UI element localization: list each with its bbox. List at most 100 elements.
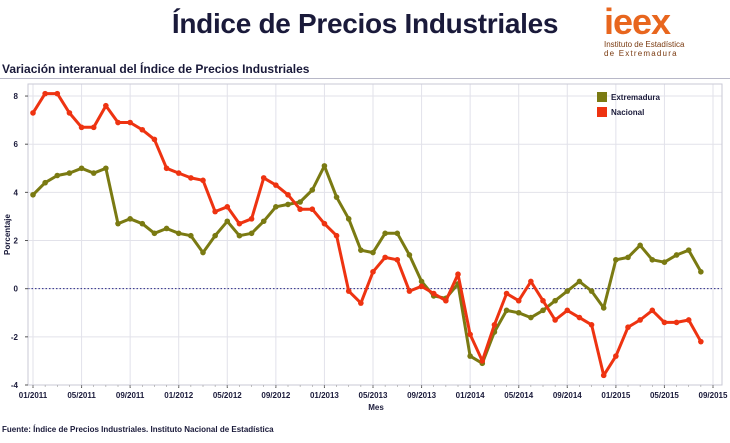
data-point-nacional [333,232,340,239]
data-point-nacional [358,300,364,306]
data-point-nacional [491,322,498,328]
data-point-nacional [394,256,401,263]
data-point-extremadura [42,179,48,186]
x-tick-label: 01/2014 [456,391,485,400]
source-note: Fuente: Índice de Precios Industriales. … [2,425,274,434]
data-point-extremadura [139,220,146,227]
data-point-nacional [260,175,267,181]
legend-swatch-nacional [597,107,607,117]
data-point-nacional [103,102,109,109]
line-chart: -4 -2 0 2 4 6 8 01/2011 05/2011 09/2011 01/2012 05/… [3,83,728,412]
data-point-extremadura [309,187,316,193]
x-axis-label: Mes [368,403,384,412]
data-point-extremadura [698,269,704,275]
data-point-extremadura [588,288,595,294]
data-point-extremadura [625,254,631,261]
data-point-nacional [503,290,510,297]
x-tick-label: 09/2014 [553,391,582,400]
data-point-nacional [115,119,121,126]
data-point-extremadura [515,309,522,316]
legend-label-extremadura: Extremadura [611,93,660,102]
legend: Extremadura Nacional [597,92,660,117]
data-point-nacional [200,177,206,184]
x-tick-label: 01/2015 [601,391,630,400]
data-point-nacional [588,322,595,328]
data-point-nacional [649,307,656,314]
data-point-nacional [455,271,461,278]
data-point-nacional [30,110,36,116]
data-point-nacional [188,175,194,181]
data-point-extremadura [370,249,376,256]
x-tick-label: 05/2011 [67,391,96,400]
data-point-extremadura [576,278,583,285]
data-point-nacional [576,314,583,321]
data-point-extremadura [467,353,473,359]
data-point-extremadura [188,232,194,239]
x-tick-label: 01/2012 [164,391,193,400]
data-point-nacional [151,136,158,143]
page-title: Índice de Precios Industriales [171,8,559,39]
data-point-extremadura [224,218,231,225]
data-point-nacional [163,165,170,172]
data-point-extremadura [248,230,255,237]
data-point-nacional [673,319,680,326]
series [30,90,704,379]
data-point-nacional [600,372,607,379]
y-tick-label: -2 [11,333,19,342]
data-point-nacional [467,331,473,338]
data-point-extremadura [406,252,413,258]
x-tick-label: 09/2012 [261,391,290,400]
y-tick-label: 0 [14,285,19,294]
legend-label-nacional: Nacional [611,108,644,117]
data-point-extremadura [552,297,558,304]
logo-mark: ieex [604,1,671,42]
data-point-extremadura [297,199,303,205]
data-point-nacional [236,220,243,227]
y-tick-label: 8 [14,92,19,101]
data-point-nacional [698,338,704,345]
data-point-extremadura [66,170,73,176]
data-point-extremadura [285,201,291,208]
data-point-nacional [90,124,97,131]
data-point-extremadura [564,288,571,294]
data-point-extremadura [661,259,668,265]
data-point-extremadura [673,252,680,258]
axes: -4 -2 0 2 4 6 8 01/2011 05/2011 09/2011 01/2012 05/… [11,83,728,400]
data-point-nacional [613,353,619,359]
data-point-extremadura [212,232,218,239]
data-point-nacional [637,317,643,323]
data-point-nacional [625,324,631,331]
data-point-nacional [78,124,85,131]
data-point-nacional [345,288,352,294]
data-point-nacional [430,290,437,297]
data-point-nacional [42,90,48,97]
data-point-extremadura [685,247,692,253]
data-point-nacional [273,182,279,188]
grid [28,84,722,386]
series-line-nacional [31,92,703,377]
data-point-extremadura [333,194,340,200]
x-tick-label: 01/2013 [310,391,339,400]
data-point-nacional [66,110,73,116]
data-point-extremadura [151,230,158,237]
data-point-nacional [540,297,546,304]
data-point-nacional [248,216,255,222]
y-tick-label: 4 [14,188,19,197]
x-tick-label: 05/2013 [359,391,388,400]
x-tick-label: 05/2012 [213,391,242,400]
data-point-extremadura [200,249,206,256]
data-point-extremadura [127,216,133,222]
data-point-nacional [382,254,388,261]
data-point-extremadura [649,256,656,263]
y-tick-label: -4 [11,381,19,390]
data-point-extremadura [637,242,643,249]
data-point-nacional [54,90,61,97]
data-point-extremadura [273,204,279,210]
legend-swatch-extremadura [597,92,607,102]
data-point-extremadura [236,232,243,239]
data-point-extremadura [30,191,36,198]
data-point-nacional [552,317,558,323]
data-point-extremadura [503,307,510,314]
x-tick-label: 05/2014 [504,391,533,400]
data-point-extremadura [600,305,607,311]
